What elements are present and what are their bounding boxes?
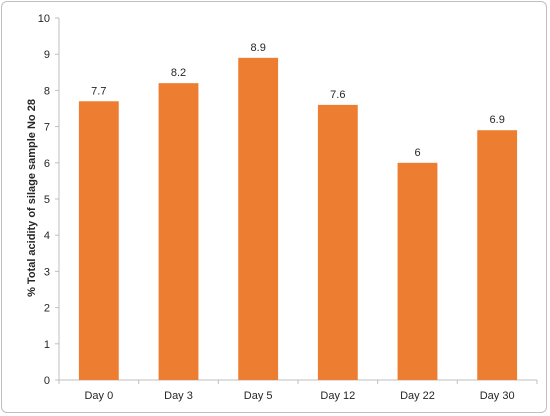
y-tick-label: 10 [38, 13, 50, 25]
data-label: 8.9 [251, 42, 266, 54]
data-label: 6 [414, 147, 420, 159]
bar [317, 104, 358, 380]
y-tick-label: 3 [44, 266, 50, 278]
x-tick-label: Day 22 [400, 390, 435, 402]
y-tick-label: 8 [44, 85, 50, 97]
bar [158, 83, 199, 380]
y-tick-label: 7 [44, 122, 50, 134]
y-tick-label: 1 [44, 339, 50, 351]
y-tick-label: 4 [44, 230, 50, 242]
y-tick-label: 9 [44, 49, 50, 61]
x-tick-label: Day 12 [320, 390, 355, 402]
bar [397, 162, 438, 380]
bar [78, 101, 119, 380]
labels: 7.7 Day 0 8.2 Day 3 8.9 Day 5 7.6 Day 12 6 Day 22… [84, 42, 514, 402]
y-tick-label: 6 [44, 158, 50, 170]
y-tick-label: 5 [44, 194, 50, 206]
data-label: 7.6 [330, 89, 345, 101]
data-label: 7.7 [91, 85, 106, 97]
y-tick-label: 0 [44, 375, 50, 387]
x-tick-label: Day 0 [84, 390, 113, 402]
y-tick-label: 2 [44, 303, 50, 315]
x-tick-label: Day 3 [164, 390, 193, 402]
bar [238, 57, 279, 380]
y-axis-title: % Total acidity of silage sample No 28 [26, 99, 38, 297]
data-label: 6.9 [490, 114, 505, 126]
data-label: 8.2 [171, 67, 186, 79]
bars [78, 57, 518, 380]
axes: 0 1 2 3 4 5 6 7 8 9 10 [38, 13, 538, 387]
bar [477, 130, 518, 380]
x-tick-label: Day 5 [244, 390, 273, 402]
x-tick-label: Day 30 [480, 390, 515, 402]
